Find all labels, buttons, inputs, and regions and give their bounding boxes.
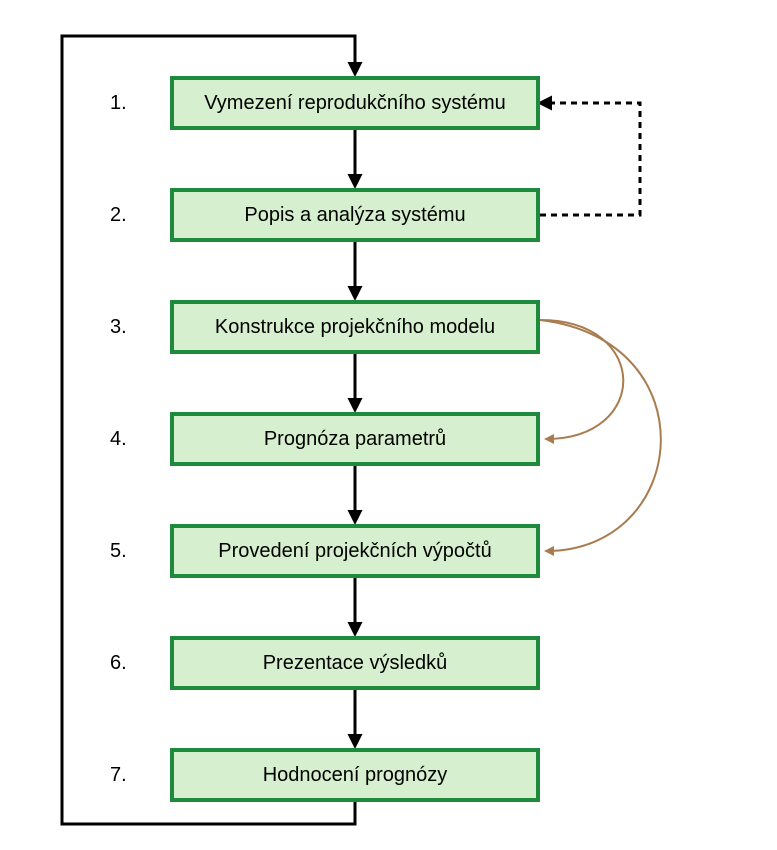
step-number-5: 5. — [110, 540, 127, 563]
step-box-label-2: Popis a analýza systému — [244, 204, 465, 227]
step-number-3: 3. — [110, 316, 127, 339]
step-number-6: 6. — [110, 652, 127, 675]
step-number-1: 1. — [110, 92, 127, 115]
step-box-7: Hodnocení prognózy — [170, 748, 540, 802]
step-number-2: 2. — [110, 204, 127, 227]
step-number-4: 4. — [110, 428, 127, 451]
curve-arrow-1 — [540, 320, 623, 439]
dashed-loop-arrow — [540, 103, 640, 215]
step-box-label-4: Prognóza parametrů — [264, 428, 446, 451]
step-box-label-6: Prezentace výsledků — [263, 652, 448, 675]
step-box-5: Provedení projekčních výpočtů — [170, 524, 540, 578]
step-box-3: Konstrukce projekčního modelu — [170, 300, 540, 354]
step-box-label-7: Hodnocení prognózy — [263, 764, 448, 787]
step-box-4: Prognóza parametrů — [170, 412, 540, 466]
step-box-2: Popis a analýza systému — [170, 188, 540, 242]
step-number-7: 7. — [110, 764, 127, 787]
flowchart-canvas: 1. Vymezení reprodukčního systému 2. Popis … — [0, 0, 777, 850]
step-box-label-1: Vymezení reprodukčního systému — [204, 92, 506, 115]
step-box-6: Prezentace výsledků — [170, 636, 540, 690]
step-box-1: Vymezení reprodukčního systému — [170, 76, 540, 130]
step-box-label-3: Konstrukce projekčního modelu — [215, 316, 495, 339]
step-box-label-5: Provedení projekčních výpočtů — [218, 540, 492, 563]
curve-arrow-2 — [540, 320, 661, 551]
